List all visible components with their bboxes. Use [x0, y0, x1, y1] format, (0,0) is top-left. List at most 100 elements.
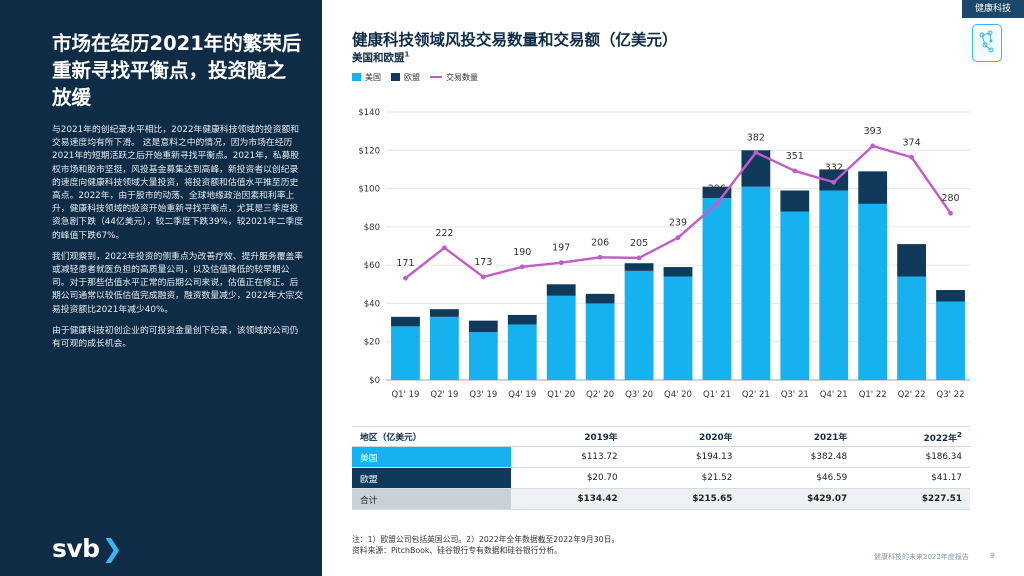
- bar-eu: [585, 293, 615, 304]
- legend-label-deals: 交易数量: [446, 72, 478, 82]
- x-tick-label: Q4' 20: [664, 390, 692, 400]
- bar-us: [546, 295, 576, 380]
- table-cell: $41.17: [855, 467, 970, 489]
- deal-count-label: 382: [747, 132, 765, 143]
- deal-count-point: [753, 150, 759, 155]
- deal-count-label: 239: [669, 218, 687, 229]
- bar-eu: [780, 190, 810, 212]
- x-tick-label: Q4' 21: [820, 390, 848, 400]
- deal-count-point: [714, 201, 720, 207]
- table-cell: $382.48: [740, 446, 856, 468]
- bar-us: [819, 190, 849, 380]
- bar-eu: [391, 316, 420, 327]
- bar-eu: [429, 309, 459, 317]
- bar-eu: [507, 314, 537, 325]
- deal-count-label: 171: [396, 258, 414, 269]
- table-cell: $227.51: [855, 488, 970, 510]
- deal-count-label: 280: [941, 193, 959, 204]
- chart-legend: 美国 欧盟 交易数量: [352, 70, 488, 84]
- x-tick-label: Q1' 19: [391, 390, 419, 400]
- deal-count-label: 351: [786, 151, 804, 162]
- table-row: 欧盟 $20.70 $21.52 $46.59 $41.17: [352, 467, 970, 489]
- table-header-footnote: 2: [956, 429, 962, 439]
- bar-eu: [468, 320, 498, 333]
- table-header: 2019年: [510, 426, 626, 447]
- table-header: 2020年: [625, 426, 741, 447]
- chart-subtitle: 美国和欧盟1: [352, 50, 409, 65]
- table-cell: $113.72: [510, 446, 626, 468]
- phone-network-icon: [972, 24, 1002, 62]
- deal-count-point: [558, 260, 564, 266]
- deal-count-point: [597, 254, 603, 260]
- legend-swatch-eu: [391, 73, 400, 81]
- table-cell: 合计: [352, 488, 511, 510]
- phone-network-icon-svg: [979, 30, 994, 53]
- deal-count-label: 197: [552, 243, 570, 254]
- table-cell: $134.42: [510, 488, 626, 510]
- paragraph-1: 与2021年的创纪录水平相比，2022年健康科技领域的投资额和交易速度均有所下滑…: [52, 125, 304, 241]
- bar-us: [507, 324, 537, 380]
- table-cell: $186.34: [855, 446, 970, 468]
- paragraph-3: 由于健康科技初创企业的可投资金量创下纪录，该领域的公司仍有可观的成长机会。: [52, 325, 299, 350]
- y-tick-label: $120: [358, 146, 380, 156]
- table-cell: $21.52: [625, 467, 741, 489]
- bar-eu: [702, 186, 732, 199]
- deal-count-point: [403, 275, 408, 281]
- deal-count-label: 374: [903, 137, 921, 148]
- x-tick-label: Q3' 21: [781, 390, 809, 400]
- y-tick-label: $100: [358, 185, 380, 195]
- bar-eu: [936, 290, 965, 302]
- table-row: 美国 $113.72 $194.13 $382.48 $186.34: [352, 446, 970, 468]
- legend-deals: 交易数量: [430, 72, 478, 83]
- svb-logo: svb❯: [52, 534, 132, 563]
- page-number: 9: [990, 552, 995, 560]
- bar-us: [663, 276, 693, 380]
- bar-us: [858, 203, 888, 380]
- deal-count-point: [870, 143, 876, 149]
- deal-count-label: 206: [591, 237, 609, 248]
- table-header-text: 2022年: [923, 433, 957, 444]
- report-footer: 健康科技的未来2022年度报告: [874, 553, 969, 561]
- y-tick-label: $80: [364, 223, 380, 233]
- table-cell: 欧盟: [352, 467, 511, 489]
- table-cell: $20.70: [510, 467, 626, 489]
- bar-us: [702, 198, 732, 380]
- legend-eu: 欧盟: [391, 72, 420, 83]
- body-text: 与2021年的创纪录水平相比，2022年健康科技领域的投资额和交易速度均有所下滑…: [52, 124, 304, 359]
- x-tick-label: Q2' 20: [586, 390, 614, 400]
- x-tick-label: Q2' 19: [430, 390, 458, 400]
- x-tick-label: Q1' 22: [859, 390, 887, 400]
- y-tick-label: $140: [358, 108, 380, 118]
- deal-count-point: [636, 255, 642, 261]
- x-tick-label: Q3' 22: [937, 390, 965, 400]
- logo-text: svb: [52, 534, 100, 563]
- table-cell: $46.59: [740, 467, 856, 489]
- y-tick-label: $60: [364, 261, 380, 271]
- deal-count-point: [792, 168, 798, 174]
- bar-us: [897, 276, 927, 380]
- x-tick-label: Q1' 20: [547, 390, 575, 400]
- table-cell: 美国: [352, 446, 511, 468]
- x-tick-label: Q3' 20: [625, 390, 653, 400]
- legend-label-us: 美国: [365, 72, 381, 82]
- deal-count-point: [675, 235, 681, 241]
- chart-subtitle-footnote: 1: [404, 50, 410, 59]
- deal-count-point: [831, 179, 837, 185]
- x-tick-label: Q4' 19: [508, 390, 536, 400]
- table-header: 2022年2: [855, 426, 970, 447]
- bar-us: [468, 332, 498, 380]
- bar-us: [936, 301, 965, 380]
- y-tick-label: $0: [369, 376, 380, 386]
- deal-count-point: [948, 210, 953, 216]
- legend-swatch-deals: [430, 76, 442, 78]
- deal-count-point: [480, 274, 486, 280]
- legend-label-eu: 欧盟: [404, 72, 420, 82]
- deal-count-point: [519, 264, 525, 270]
- section-tag: 健康科技: [962, 0, 1024, 18]
- footnotes: 注：1）欧盟公司包括英国公司。2）2022年全年数据截至2022年9月30日。 …: [352, 534, 619, 556]
- table-row: 合计 $134.42 $215.65 $429.07 $227.51: [352, 488, 970, 510]
- deal-count-point: [442, 245, 447, 251]
- x-tick-label: Q1' 21: [703, 390, 731, 400]
- x-tick-label: Q2' 21: [742, 390, 770, 400]
- left-panel: 市场在经历2021年的繁荣后重新寻找平衡点，投资随之放缓 与2021年的创纪录水…: [0, 0, 322, 576]
